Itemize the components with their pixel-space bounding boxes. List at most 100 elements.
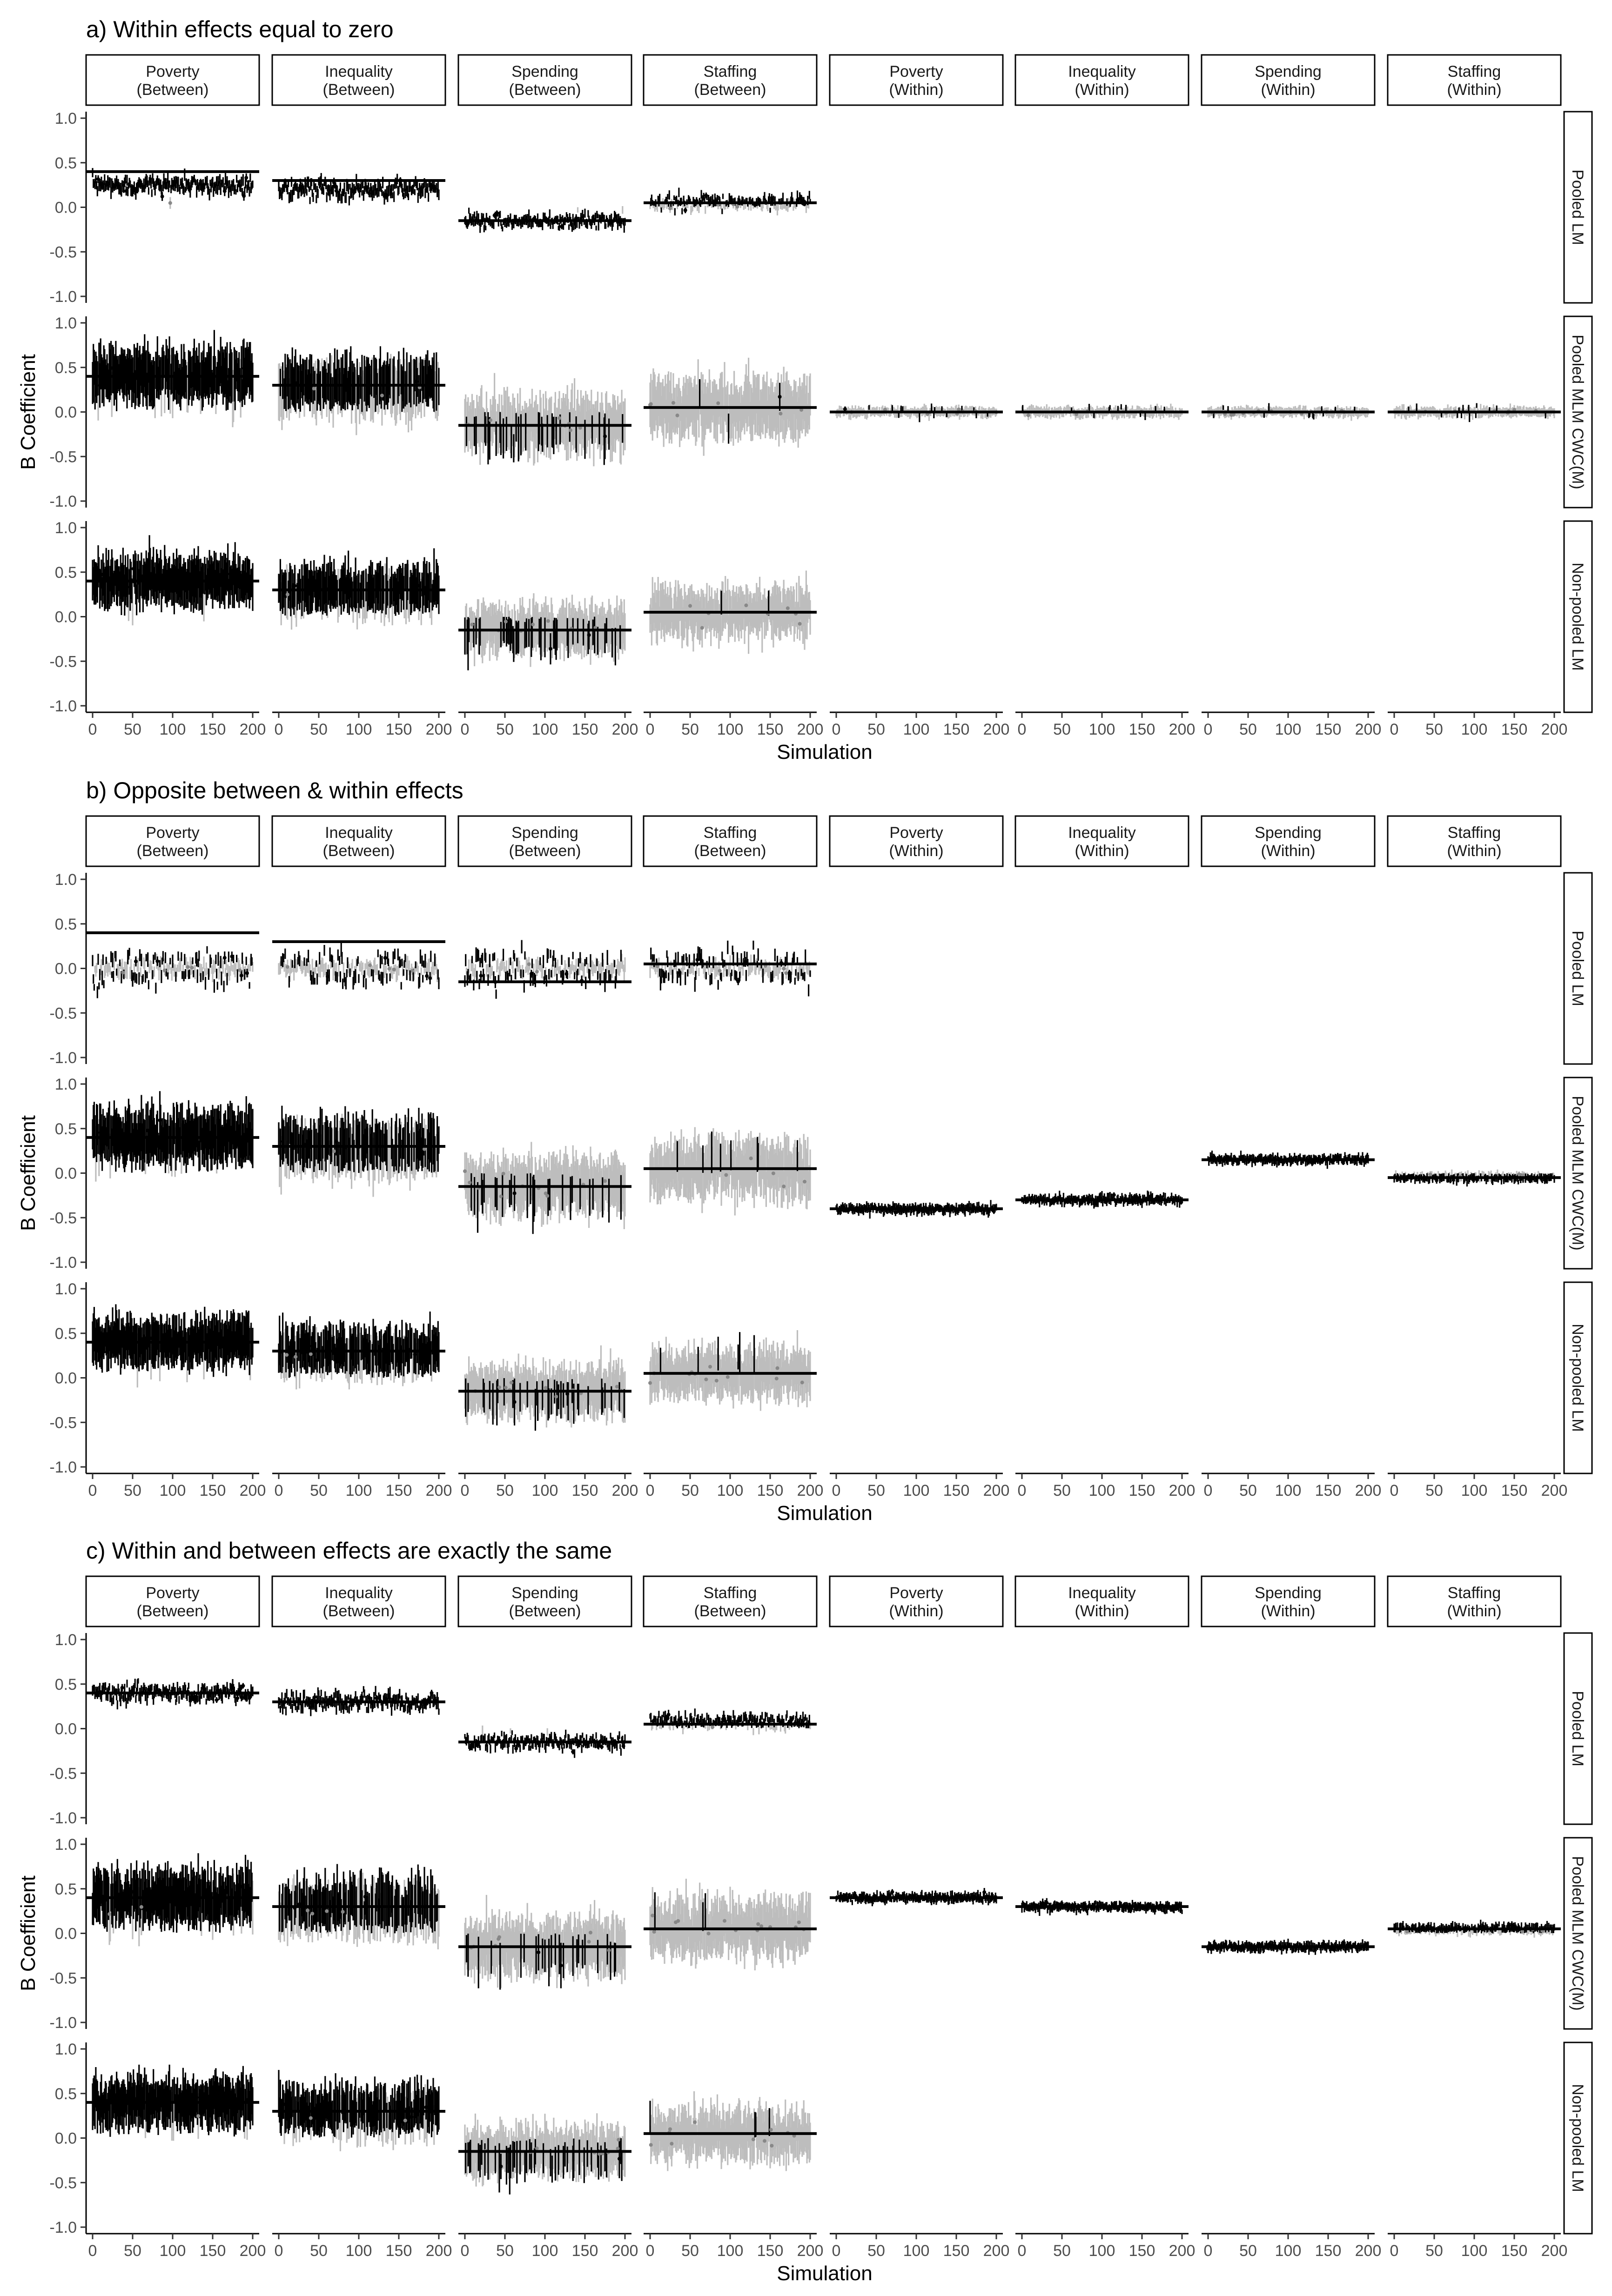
x-tick-label: 50 bbox=[1239, 721, 1257, 738]
y-tick-label: -1.0 bbox=[49, 493, 77, 510]
column-strip-label: Spending bbox=[511, 1584, 578, 1602]
x-tick-label: 150 bbox=[943, 1482, 970, 1499]
y-tick-label: 0.0 bbox=[55, 609, 77, 626]
column-strip bbox=[1387, 815, 1562, 867]
estimate-point bbox=[784, 971, 788, 975]
estimate-point bbox=[162, 569, 167, 573]
y-tick-label: -0.5 bbox=[49, 1969, 77, 1987]
x-tick-label: 100 bbox=[903, 721, 930, 738]
estimate-point bbox=[363, 1894, 367, 1899]
estimate-point bbox=[497, 1385, 501, 1389]
estimate-point bbox=[470, 623, 474, 627]
estimate-point bbox=[235, 1333, 240, 1337]
x-tick-label: 100 bbox=[903, 1482, 930, 1499]
x-tick-label: 50 bbox=[496, 721, 514, 738]
ci-segments-significant bbox=[659, 1332, 755, 1374]
x-tick-label: 100 bbox=[532, 1482, 558, 1499]
x-tick-label: 150 bbox=[1129, 2242, 1155, 2260]
x-tick-label: 200 bbox=[1169, 2242, 1196, 2260]
x-tick-label: 50 bbox=[681, 1482, 699, 1499]
estimate-point bbox=[235, 1696, 240, 1700]
x-tick-label: 150 bbox=[1501, 1482, 1528, 1499]
estimate-point bbox=[410, 2115, 414, 2119]
column-strip bbox=[643, 1575, 818, 1627]
estimate-point bbox=[187, 1125, 191, 1129]
row-strip-label: Pooled MLM CWC(M) bbox=[1569, 1096, 1586, 1250]
ci-segments-nonsignificant bbox=[136, 1325, 251, 1388]
y-tick-label: 0.0 bbox=[55, 404, 77, 422]
x-tick-label: 100 bbox=[903, 2242, 930, 2260]
estimate-point bbox=[678, 971, 682, 975]
estimate-point bbox=[525, 1737, 530, 1741]
estimate-point bbox=[535, 970, 539, 974]
x-tick-label: 0 bbox=[1204, 721, 1213, 738]
y-tick-label: -0.5 bbox=[49, 1414, 77, 1432]
estimate-point bbox=[310, 1912, 315, 1916]
x-tick-label: 0 bbox=[1390, 2242, 1399, 2260]
column-strip-label: Spending bbox=[511, 63, 578, 80]
estimate-point bbox=[797, 1920, 801, 1924]
column-strip bbox=[1014, 1575, 1189, 1627]
row-strip-label: Non-pooled LM bbox=[1569, 1324, 1586, 1432]
estimate-point bbox=[356, 186, 360, 190]
y-tick-label: -1.0 bbox=[49, 2219, 77, 2236]
panel bbox=[644, 2091, 817, 2171]
estimate-point bbox=[101, 572, 105, 576]
estimate-point bbox=[688, 604, 692, 608]
estimate-point bbox=[883, 408, 887, 412]
estimate-point bbox=[240, 1335, 244, 1339]
x-tick-label: 100 bbox=[160, 721, 186, 738]
y-tick-label: 0.5 bbox=[55, 2085, 77, 2103]
ci-segments-nonsignificant bbox=[649, 570, 811, 654]
panel bbox=[458, 206, 631, 233]
column-strip-sublabel: (Between) bbox=[509, 1602, 581, 1620]
column-strip-label: Poverty bbox=[889, 1584, 943, 1602]
x-axis-title: Simulation bbox=[777, 741, 872, 763]
x-tick-label: 150 bbox=[200, 721, 226, 738]
estimate-point bbox=[504, 1386, 508, 1390]
panel bbox=[458, 2113, 631, 2195]
estimate-point bbox=[139, 1905, 143, 1909]
column-strip bbox=[85, 54, 260, 106]
estimate-point bbox=[1026, 413, 1030, 417]
estimate-point bbox=[191, 1901, 195, 1905]
x-tick-label: 150 bbox=[572, 721, 598, 738]
estimate-point bbox=[168, 201, 172, 205]
estimate-point bbox=[512, 1400, 517, 1404]
x-tick-label: 50 bbox=[867, 1482, 885, 1499]
estimate-point bbox=[134, 1140, 139, 1145]
estimate-point bbox=[225, 572, 229, 576]
x-tick-label: 150 bbox=[572, 1482, 598, 1499]
estimate-point bbox=[97, 1337, 101, 1341]
y-tick-label: 0.0 bbox=[55, 1925, 77, 1943]
x-tick-label: 100 bbox=[1089, 721, 1115, 738]
x-tick-label: 200 bbox=[426, 1482, 452, 1499]
column-strip-label: Staffing bbox=[704, 824, 757, 842]
x-tick-label: 150 bbox=[757, 721, 784, 738]
y-tick-label: 0.5 bbox=[55, 916, 77, 933]
x-tick-label: 100 bbox=[1461, 2242, 1488, 2260]
estimate-point bbox=[479, 974, 483, 978]
section-title: c) Within and between effects are exactl… bbox=[86, 1538, 612, 1564]
x-axis-title: Simulation bbox=[777, 2262, 872, 2285]
x-tick-label: 50 bbox=[1053, 721, 1071, 738]
estimate-point bbox=[239, 1885, 243, 1889]
estimate-point bbox=[204, 2093, 208, 2097]
estimate-point bbox=[1281, 1160, 1285, 1165]
estimate-point bbox=[1520, 1929, 1525, 1934]
x-tick-label: 0 bbox=[88, 721, 97, 738]
ci-segments-nonsignificant bbox=[649, 954, 810, 982]
y-tick-label: 1.0 bbox=[55, 110, 77, 127]
estimate-point bbox=[598, 2152, 601, 2156]
estimate-point bbox=[190, 965, 194, 970]
panel bbox=[458, 940, 631, 999]
estimate-point bbox=[649, 402, 653, 406]
panel bbox=[830, 1888, 1003, 1907]
estimate-point bbox=[512, 1191, 517, 1195]
panel bbox=[86, 1304, 259, 1388]
x-tick-label: 0 bbox=[88, 2242, 97, 2260]
estimate-point bbox=[714, 1379, 719, 1383]
panel bbox=[272, 940, 445, 990]
estimate-point bbox=[117, 1329, 121, 1333]
estimate-point bbox=[159, 2091, 163, 2095]
